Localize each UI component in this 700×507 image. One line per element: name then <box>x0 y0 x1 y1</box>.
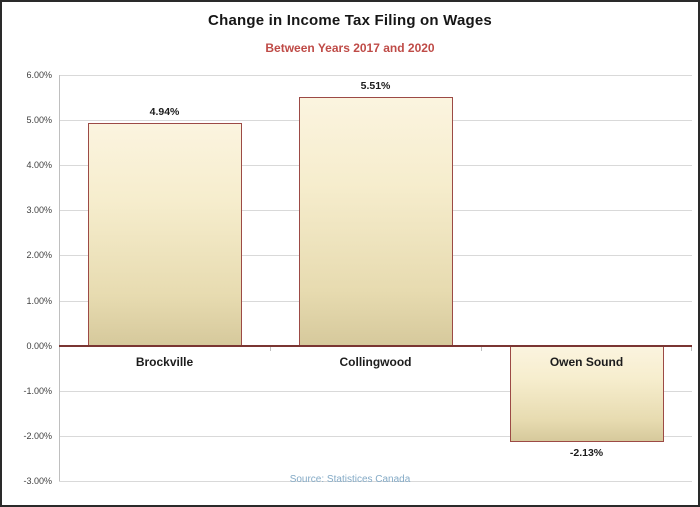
chart-title: Change in Income Tax Filing on Wages <box>208 12 492 29</box>
y-axis-tick-label: 4.00% <box>26 160 52 171</box>
category-label: Owen Sound <box>549 354 624 369</box>
chart-subtitle: Between Years 2017 and 2020 <box>265 41 435 55</box>
y-axis-tick-label: -3.00% <box>23 476 52 486</box>
bar <box>298 97 453 346</box>
category-boundary-tick <box>691 346 692 351</box>
bar <box>509 345 664 442</box>
bar <box>87 122 242 346</box>
plot-area: 4.94% Brockville 5.51% Collingwood -2.13% Owe… <box>59 75 692 482</box>
bar-value-label: -2.13% <box>569 446 604 459</box>
zero-axis-line <box>59 344 692 347</box>
y-axis-tick-label: 6.00% <box>26 70 52 80</box>
gridline <box>59 75 692 76</box>
category-boundary-tick <box>59 346 60 351</box>
bar-value-label: 4.94% <box>149 105 180 118</box>
bar-value-label: 5.51% <box>360 80 391 93</box>
category-boundary-tick <box>481 346 482 351</box>
source-note: Source: Statistices Canada <box>289 474 411 485</box>
value-axis-line <box>59 75 60 481</box>
gridline <box>59 481 692 482</box>
y-axis: 6.00% 5.00% 4.00% 3.00% 2.00% 1.00% 0.00% -1.00… <box>6 70 52 486</box>
category-label: Collingwood <box>339 354 412 369</box>
category-boundary-tick <box>270 346 271 351</box>
y-axis-tick-label: 5.00% <box>26 115 52 126</box>
y-axis-tick-label: -2.00% <box>23 430 52 441</box>
y-axis-tick-label: 1.00% <box>26 295 52 306</box>
y-axis-tick-label: 2.00% <box>26 250 52 261</box>
gridline <box>59 390 692 392</box>
y-axis-tick-label: 3.00% <box>26 205 52 216</box>
gridline <box>59 435 692 437</box>
y-axis-tick-label: -1.00% <box>23 385 52 396</box>
y-axis-tick-label: 0.00% <box>26 340 52 351</box>
category-label: Brockville <box>135 354 194 369</box>
